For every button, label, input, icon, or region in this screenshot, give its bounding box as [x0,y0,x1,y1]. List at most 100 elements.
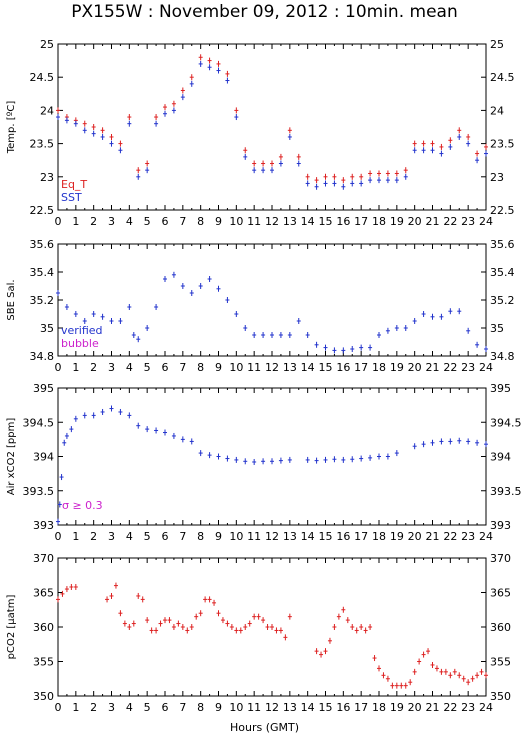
x-tick-label: 7 [179,361,186,374]
x-tick-label: 11 [247,530,261,543]
y-tick-label-right: 395 [490,382,511,395]
y-tick-label-left: 394 [33,451,54,464]
x-tick-label: 24 [479,701,493,714]
x-tick-label: 18 [372,361,386,374]
legend-entry: bubble [61,337,99,350]
x-tick-label: 20 [408,361,422,374]
y-tick-label-left: 395 [33,382,54,395]
x-tick-label: 2 [90,215,97,228]
x-axis-title: Hours (GMT) [229,721,300,734]
y-tick-label-left: 25 [40,38,54,51]
x-tick-label: 2 [90,361,97,374]
legend-entry: Eq_T [61,178,87,191]
x-tick-label: 22 [443,361,457,374]
y-tick-label-right: 355 [490,656,511,669]
x-tick-label: 2 [90,701,97,714]
x-tick-label: 0 [55,361,62,374]
y-tick-label-right: 360 [490,621,511,634]
y-tick-label-right: 370 [490,552,511,565]
x-tick-label: 17 [354,530,368,543]
x-tick-label: 18 [372,701,386,714]
y-tick-label-right: 365 [490,587,511,600]
x-tick-label: 11 [247,361,261,374]
y-tick-label-left: 35.2 [30,294,55,307]
plot-frame-2 [57,387,487,526]
x-tick-label: 21 [426,215,440,228]
y-axis-label: SBE Sal. [6,279,17,320]
y-axis-label: Air xCO2 [ppm] [6,418,17,496]
x-tick-label: 13 [283,215,297,228]
y-tick-label-left: 355 [33,656,54,669]
x-tick-label: 11 [247,215,261,228]
y-tick-label-right: 350 [490,690,511,703]
x-tick-label: 8 [197,530,204,543]
x-tick-label: 13 [283,530,297,543]
y-tick-label-left: 35.4 [30,266,55,279]
x-tick-label: 11 [247,701,261,714]
x-tick-label: 20 [408,530,422,543]
x-tick-label: 20 [408,215,422,228]
y-tick-label-left: 393.5 [23,485,55,498]
x-tick-label: 1 [72,530,79,543]
sigma-annotation: σ ≥ 0.3 [62,499,103,512]
x-tick-label: 9 [215,701,222,714]
x-tick-label: 6 [162,530,169,543]
x-tick-label: 21 [426,530,440,543]
y-tick-label-left: 350 [33,690,54,703]
page-title: PX155W : November 09, 2012 : 10min. mean [71,2,458,22]
x-tick-label: 4 [126,701,133,714]
y-tick-label-right: 34.8 [490,350,515,363]
x-tick-label: 18 [372,530,386,543]
x-tick-label: 12 [265,361,279,374]
x-tick-label: 16 [336,361,350,374]
y-tick-label-left: 393 [33,519,54,532]
plot-frame-1 [57,243,487,357]
y-tick-label-right: 22.5 [490,204,515,217]
x-tick-label: 9 [215,215,222,228]
y-tick-label-right: 25 [490,38,504,51]
x-tick-label: 14 [301,530,315,543]
y-tick-label-left: 22.5 [30,204,55,217]
x-tick-label: 10 [229,530,243,543]
x-tick-label: 0 [55,701,62,714]
y-tick-label-left: 394.5 [23,416,55,429]
x-tick-label: 17 [354,701,368,714]
x-tick-label: 15 [319,361,333,374]
x-tick-label: 19 [390,530,404,543]
x-tick-label: 9 [215,361,222,374]
x-tick-label: 3 [108,701,115,714]
x-tick-label: 15 [319,530,333,543]
x-tick-label: 10 [229,361,243,374]
x-tick-label: 4 [126,361,133,374]
legend-entry: verified [61,324,103,337]
x-tick-label: 23 [461,215,475,228]
y-axis-label: pCO2 [μatm] [6,595,17,660]
x-tick-label: 2 [90,530,97,543]
x-tick-label: 14 [301,701,315,714]
x-tick-label: 15 [319,215,333,228]
x-tick-label: 18 [372,215,386,228]
x-tick-label: 5 [144,361,151,374]
x-tick-label: 22 [443,701,457,714]
x-tick-label: 5 [144,530,151,543]
y-tick-label-left: 34.8 [30,350,55,363]
x-tick-label: 24 [479,530,493,543]
x-tick-label: 19 [390,361,404,374]
x-tick-label: 4 [126,530,133,543]
x-tick-label: 17 [354,215,368,228]
x-tick-label: 23 [461,530,475,543]
legend-entry: SST [61,191,82,204]
x-tick-label: 6 [162,361,169,374]
y-tick-label-left: 24 [40,104,54,117]
x-tick-label: 3 [108,361,115,374]
x-tick-label: 23 [461,701,475,714]
y-tick-label-right: 35.4 [490,266,515,279]
x-tick-label: 0 [55,530,62,543]
y-tick-label-right: 23 [490,171,504,184]
x-tick-label: 20 [408,701,422,714]
y-tick-label-right: 24 [490,104,504,117]
y-tick-label-right: 394 [490,451,511,464]
x-tick-label: 5 [144,215,151,228]
x-tick-label: 10 [229,215,243,228]
